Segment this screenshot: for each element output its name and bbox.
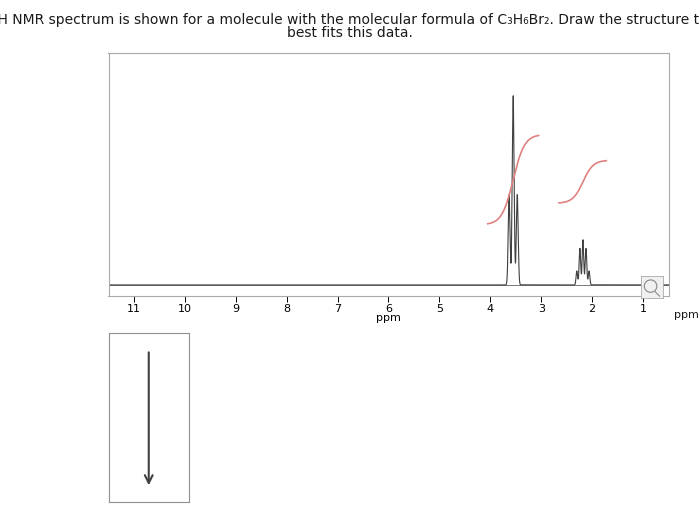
Text: ppm: ppm [376, 313, 401, 323]
Text: ppm: ppm [674, 310, 699, 320]
Text: A ¹H NMR spectrum is shown for a molecule with the molecular formula of C₃H₆Br₂.: A ¹H NMR spectrum is shown for a molecul… [0, 13, 700, 27]
Text: best fits this data.: best fits this data. [287, 26, 413, 41]
